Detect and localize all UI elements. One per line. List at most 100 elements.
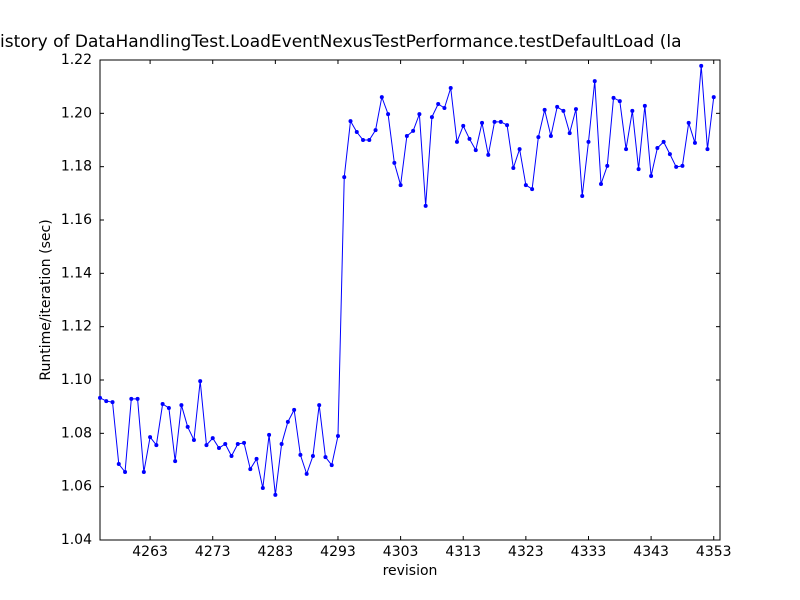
data-point [348,119,353,124]
data-point [649,174,654,178]
x-tick-label: 4273 [195,544,231,560]
data-point [429,115,434,120]
data-point [223,442,228,446]
data-point [166,406,171,410]
data-point [542,107,547,112]
data-point [630,108,635,113]
data-point [354,130,359,134]
data-point [185,424,190,429]
data-point [711,95,716,100]
data-point [273,492,278,497]
data-point [454,139,459,144]
data-point [404,134,409,138]
data-point [310,454,315,458]
data-point [636,167,641,172]
data-point [279,442,284,446]
data-point [148,435,153,440]
data-point [98,395,102,400]
y-tick-label: 1.16 [61,212,92,228]
x-tick-label: 4283 [258,544,294,560]
data-point [486,152,491,157]
data-point [561,108,566,113]
data-point [705,147,710,152]
data-point [411,128,416,133]
data-point [260,486,265,490]
data-point [624,147,629,152]
data-point [342,175,347,180]
data-point [498,119,503,124]
x-tick-label: 4353 [696,544,732,560]
data-point [373,128,378,133]
data-point [592,79,597,84]
data-point [599,182,604,186]
data-point [298,452,303,457]
x-tick-label: 4333 [571,544,607,560]
data-point [379,95,384,100]
data-point [392,160,397,165]
data-point [317,403,322,408]
data-point [699,63,704,68]
y-axis-label: Runtime/iteration (sec) [38,219,54,380]
data-point [135,396,140,401]
data-point [198,379,203,384]
data-point [179,403,184,408]
data-point [285,419,290,424]
data-point [461,123,466,128]
data-point [480,120,485,125]
data-point [605,163,610,168]
data-point [567,131,572,136]
y-tick-label: 1.12 [61,319,92,335]
data-point [473,148,478,153]
data-point [141,470,146,474]
x-tick-label: 4313 [445,544,481,560]
data-point [104,399,109,404]
data-point [304,471,309,476]
data-point [191,438,196,442]
data-point [692,140,697,145]
y-tick-label: 1.06 [61,479,92,495]
x-axis-label: revision [383,563,438,579]
data-point [492,119,497,124]
data-point [292,407,297,412]
plot-frame [99,59,721,541]
data-point [661,139,666,144]
data-point [548,134,553,138]
y-tick-label: 1.08 [61,425,92,441]
data-point [523,183,528,188]
data-point [235,442,240,446]
data-point [580,194,585,198]
data-point [680,163,685,168]
x-tick-label: 4263 [132,544,168,560]
x-tick-label: 4303 [383,544,419,560]
data-point [123,470,128,474]
data-point [448,86,453,90]
data-point [530,187,535,192]
data-point [210,436,215,441]
data-point [642,103,647,108]
data-point [611,95,616,100]
data-point [367,138,372,142]
data-point [398,183,403,188]
data-point [160,402,165,406]
x-tick-label: 4343 [633,544,669,560]
x-tick-label: 4293 [320,544,356,560]
y-tick-label: 1.20 [61,105,92,121]
chart-title: istory of DataHandlingTest.LoadEventNexu… [0,32,682,52]
data-point [586,139,591,144]
data-point [116,462,121,466]
data-point [517,147,522,152]
data-point [110,400,115,405]
data-point [655,146,660,150]
data-point [267,432,272,437]
data-point [423,203,428,208]
data-point [511,166,516,170]
data-line [99,65,715,495]
data-point [686,120,691,125]
data-point [467,136,472,141]
data-point [248,467,253,472]
data-point [536,135,541,140]
data-point [617,99,622,104]
data-point [242,440,247,445]
data-point [667,152,672,157]
y-tick-label: 1.18 [61,159,92,175]
